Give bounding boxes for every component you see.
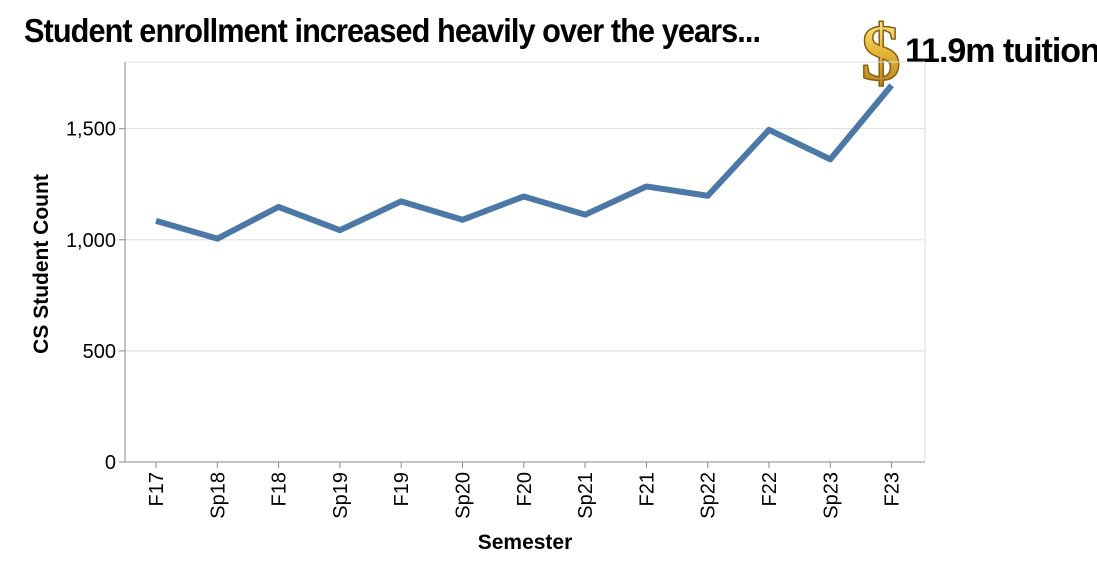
axes: [119, 62, 925, 468]
y-tick-label: 0: [105, 452, 116, 474]
x-tick-label: F18: [269, 472, 291, 506]
y-tick-label: 1,000: [66, 230, 116, 252]
y-axis-title: CS Student Count: [30, 174, 53, 354]
x-tick-label: Sp18: [207, 472, 229, 519]
y-tick-label: 500: [83, 341, 116, 363]
svg-text:$: $: [861, 14, 901, 88]
x-tick-label: Sp19: [330, 472, 352, 519]
x-tick-label: F22: [759, 472, 781, 506]
x-tick-label: Sp21: [575, 472, 597, 519]
x-axis-title: Semester: [478, 531, 573, 554]
dollar-sign-icon: $: [860, 14, 902, 88]
x-tick-label: Sp22: [698, 472, 720, 519]
x-tick-label: F21: [636, 472, 658, 506]
x-tick-label: Sp23: [820, 472, 842, 519]
tick-labels: 0 500 1,000 1,500 F17 Sp18 F18 Sp19 F19 Sp20 F20 Sp…: [66, 119, 904, 519]
x-tick-label: F23: [882, 472, 904, 506]
tuition-annotation: $ 11.9m tuition: [855, 14, 1097, 88]
tuition-label: 11.9m tuition: [905, 31, 1097, 70]
series-line: [155, 83, 894, 242]
chart-title: Student enrollment increased heavily ove…: [24, 12, 761, 49]
gridlines: [125, 61, 926, 462]
series: [155, 83, 894, 242]
x-tick-label: F20: [514, 472, 536, 506]
y-tick-label: 1,500: [66, 119, 116, 141]
x-tick-label: Sp20: [453, 472, 475, 519]
x-tick-label: F17: [146, 472, 168, 506]
x-tick-label: F19: [391, 472, 413, 506]
